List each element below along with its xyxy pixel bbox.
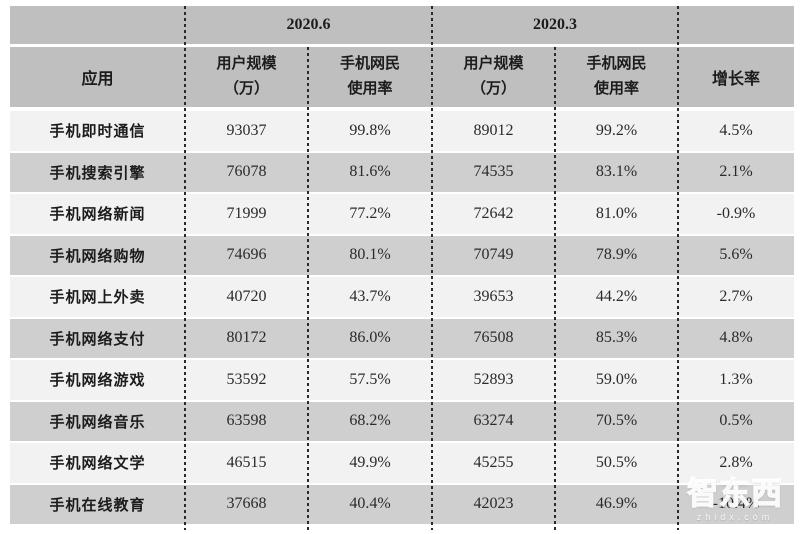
mar-user-scale-cell: 89012: [432, 111, 555, 151]
jun-user-scale-cell: 37668: [185, 484, 308, 524]
jun-user-scale-cell: 46515: [185, 443, 308, 483]
app-column-header: 应用: [10, 47, 185, 107]
app-name-cell: 手机网络游戏: [10, 360, 185, 400]
column-divider-dotted: [677, 6, 679, 530]
table-row: 手机搜索引擎 76078 81.6% 74535 83.1% 2.1%: [10, 152, 794, 192]
table-row: 手机网络音乐 63598 68.2% 63274 70.5% 0.5%: [10, 401, 794, 441]
app-name-cell: 手机网络文学: [10, 443, 185, 483]
growth-rate-header: 增长率: [678, 47, 794, 107]
jun-usage-rate-cell: 81.6%: [308, 152, 432, 192]
growth-rate-cell: 5.6%: [678, 235, 794, 275]
mar-user-scale-cell: 52893: [432, 360, 555, 400]
app-name-cell: 手机网络新闻: [10, 194, 185, 234]
jun-usage-rate-cell: 40.4%: [308, 484, 432, 524]
table-row: 手机网上外卖 40720 43.7% 39653 44.2% 2.7%: [10, 277, 794, 317]
mar-usage-rate-cell: 46.9%: [555, 484, 678, 524]
jun-usage-rate-cell: 68.2%: [308, 401, 432, 441]
jun-usage-rate-cell: 86.0%: [308, 318, 432, 358]
table-row: 手机网络新闻 71999 77.2% 72642 81.0% -0.9%: [10, 194, 794, 234]
mar-user-scale-cell: 45255: [432, 443, 555, 483]
jun-user-scale-cell: 63598: [185, 401, 308, 441]
app-name-cell: 手机即时通信: [10, 111, 185, 151]
period-header-2020-6: 2020.6: [185, 6, 432, 44]
table-row: 手机网络文学 46515 49.9% 45255 50.5% 2.8%: [10, 443, 794, 483]
jun-user-scale-cell: 80172: [185, 318, 308, 358]
mar-usage-rate-cell: 78.9%: [555, 235, 678, 275]
mar-usage-rate-cell: 99.2%: [555, 111, 678, 151]
growth-rate-cell: 1.3%: [678, 360, 794, 400]
mar-usage-rate-cell: 70.5%: [555, 401, 678, 441]
growth-rate-cell: -10.4%: [678, 484, 794, 524]
jun-user-scale-cell: 93037: [185, 111, 308, 151]
corner-cell-right: [678, 6, 794, 44]
mar-user-scale-cell: 63274: [432, 401, 555, 441]
mar-user-scale-cell: 42023: [432, 484, 555, 524]
mar-user-scale-cell: 39653: [432, 277, 555, 317]
column-divider-dotted: [184, 6, 186, 530]
app-name-cell: 手机网上外卖: [10, 277, 185, 317]
table-row: 手机即时通信 93037 99.8% 89012 99.2% 4.5%: [10, 111, 794, 151]
table-row: 手机网络游戏 53592 57.5% 52893 59.0% 1.3%: [10, 360, 794, 400]
jun-usage-rate-cell: 43.7%: [308, 277, 432, 317]
column-divider-dotted: [431, 6, 433, 530]
mar-usage-rate-cell: 59.0%: [555, 360, 678, 400]
table-row: 手机网络购物 74696 80.1% 70749 78.9% 5.6%: [10, 235, 794, 275]
growth-rate-cell: -0.9%: [678, 194, 794, 234]
mar-usage-rate-cell: 44.2%: [555, 277, 678, 317]
corner-cell-left: [10, 6, 185, 44]
growth-rate-cell: 2.7%: [678, 277, 794, 317]
mar-user-scale-cell: 70749: [432, 235, 555, 275]
growth-rate-cell: 2.8%: [678, 443, 794, 483]
jun-usage-rate-header: 手机网民 使用率: [308, 47, 432, 107]
column-divider-dotted: [554, 47, 556, 530]
period-header-2020-3: 2020.3: [432, 6, 678, 44]
jun-usage-rate-cell: 57.5%: [308, 360, 432, 400]
mar-usage-rate-header: 手机网民 使用率: [555, 47, 678, 107]
table-row: 手机网络支付 80172 86.0% 76508 85.3% 4.8%: [10, 318, 794, 358]
jun-usage-rate-cell: 49.9%: [308, 443, 432, 483]
column-divider-dotted: [307, 47, 309, 530]
mar-usage-rate-cell: 81.0%: [555, 194, 678, 234]
column-header-row: 应用 用户规模 （万） 手机网民 使用率 用户规模 （万） 手机网民 使用率 增…: [10, 47, 794, 107]
growth-rate-cell: 4.5%: [678, 111, 794, 151]
app-name-cell: 手机网络支付: [10, 318, 185, 358]
jun-user-scale-cell: 40720: [185, 277, 308, 317]
growth-rate-cell: 4.8%: [678, 318, 794, 358]
period-header-row: 2020.6 2020.3: [10, 6, 794, 44]
app-name-cell: 手机搜索引擎: [10, 152, 185, 192]
jun-user-scale-header: 用户规模 （万）: [185, 47, 308, 107]
growth-rate-cell: 0.5%: [678, 401, 794, 441]
mar-usage-rate-cell: 50.5%: [555, 443, 678, 483]
jun-user-scale-cell: 53592: [185, 360, 308, 400]
growth-rate-cell: 2.1%: [678, 152, 794, 192]
mar-user-scale-cell: 72642: [432, 194, 555, 234]
app-name-cell: 手机网络音乐: [10, 401, 185, 441]
mar-user-scale-cell: 74535: [432, 152, 555, 192]
jun-user-scale-cell: 74696: [185, 235, 308, 275]
jun-user-scale-cell: 71999: [185, 194, 308, 234]
jun-usage-rate-cell: 77.2%: [308, 194, 432, 234]
app-name-cell: 手机在线教育: [10, 484, 185, 524]
app-name-cell: 手机网络购物: [10, 235, 185, 275]
mar-user-scale-header: 用户规模 （万）: [432, 47, 555, 107]
mar-user-scale-cell: 76508: [432, 318, 555, 358]
table-row: 手机在线教育 37668 40.4% 42023 46.9% -10.4%: [10, 484, 794, 524]
jun-usage-rate-cell: 99.8%: [308, 111, 432, 151]
mar-usage-rate-cell: 83.1%: [555, 152, 678, 192]
table-body: 手机即时通信 93037 99.8% 89012 99.2% 4.5% 手机搜索引擎 7607…: [10, 111, 794, 524]
jun-usage-rate-cell: 80.1%: [308, 235, 432, 275]
data-table: 2020.6 2020.3 应用 用户规模 （万） 手机网民 使用率 用户规模 …: [10, 6, 794, 524]
mar-usage-rate-cell: 85.3%: [555, 318, 678, 358]
jun-user-scale-cell: 76078: [185, 152, 308, 192]
